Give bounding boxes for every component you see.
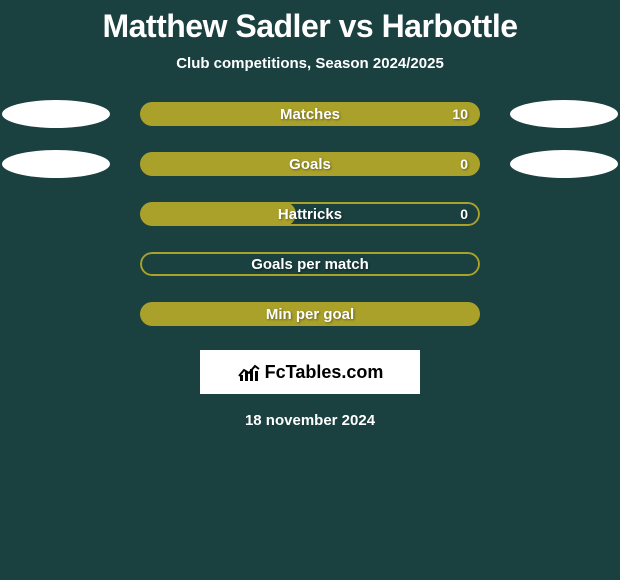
stat-row: Goals per match: [2, 250, 618, 278]
page-subtitle: Club competitions, Season 2024/2025: [176, 55, 444, 72]
right-ellipse: [510, 300, 618, 328]
stat-bar: Matches10: [140, 102, 480, 126]
stat-row: Min per goal: [2, 300, 618, 328]
stat-bar: Goals per match: [140, 252, 480, 276]
left-ellipse: [2, 150, 110, 178]
stats-list: Matches10Goals0Hattricks0Goals per match…: [2, 100, 618, 350]
right-ellipse: [510, 250, 618, 278]
logo-box: FcTables.com: [200, 350, 420, 394]
left-ellipse: [2, 200, 110, 228]
right-ellipse: [510, 200, 618, 228]
stat-bar: Goals0: [140, 152, 480, 176]
stat-value: 10: [452, 102, 468, 126]
stat-label: Goals per match: [140, 252, 480, 276]
page-title: Matthew Sadler vs Harbottle: [102, 8, 517, 45]
stat-bar: Min per goal: [140, 302, 480, 326]
stat-row: Matches10: [2, 100, 618, 128]
footer-date: 18 november 2024: [245, 412, 375, 429]
right-ellipse: [510, 150, 618, 178]
logo-text: FcTables.com: [265, 362, 384, 383]
chart-icon: [237, 362, 261, 382]
stat-bar: Hattricks0: [140, 202, 480, 226]
left-ellipse: [2, 100, 110, 128]
stat-label: Hattricks: [140, 202, 480, 226]
stat-label: Goals: [140, 152, 480, 176]
left-ellipse: [2, 250, 110, 278]
stat-value: 0: [460, 152, 468, 176]
stat-label: Min per goal: [140, 302, 480, 326]
stat-row: Hattricks0: [2, 200, 618, 228]
stat-value: 0: [460, 202, 468, 226]
comparison-infographic: Matthew Sadler vs Harbottle Club competi…: [0, 0, 620, 429]
stat-row: Goals0: [2, 150, 618, 178]
left-ellipse: [2, 300, 110, 328]
stat-label: Matches: [140, 102, 480, 126]
right-ellipse: [510, 100, 618, 128]
